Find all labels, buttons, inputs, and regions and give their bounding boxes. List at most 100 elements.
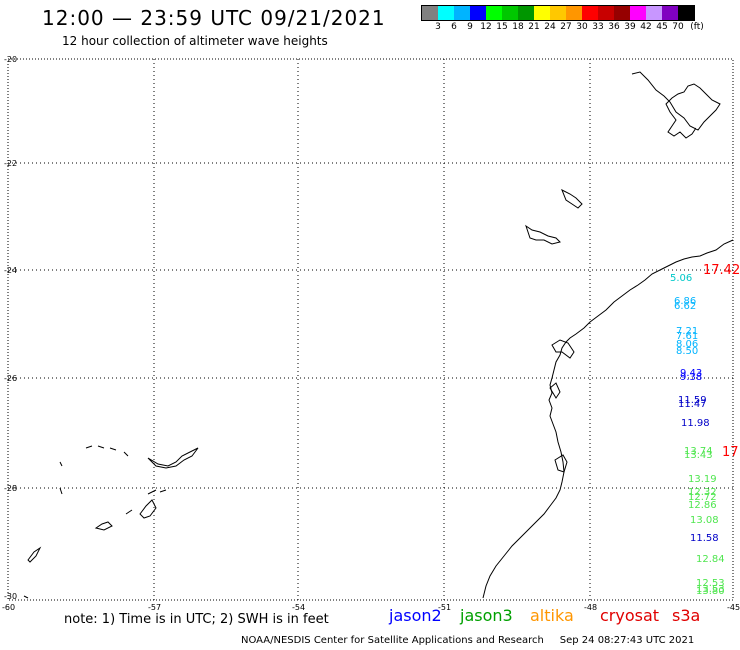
latitude-label: -22 (4, 159, 17, 168)
longitude-label: -60 (2, 603, 15, 612)
island (59, 461, 167, 531)
latitude-label: -24 (4, 266, 17, 275)
wave-height-reading: 17 (722, 445, 739, 460)
latitude-label: -28 (4, 484, 17, 493)
longitude-label: -45 (727, 603, 740, 612)
lagoon-outline (549, 382, 561, 399)
longitude-label: -57 (148, 603, 161, 612)
legend-swatch (438, 6, 454, 20)
wave-height-reading: 12.72 (688, 492, 717, 503)
wave-height-reading: 11.98 (681, 418, 710, 429)
wave-height-reading: 12.32 (688, 487, 717, 498)
wave-height-reading: 9.38 (680, 372, 702, 383)
legend-label: 39 (624, 22, 636, 32)
wave-height-reading: 13.08 (690, 515, 719, 526)
legend-label: 42 (640, 22, 652, 32)
wave-height-reading: 8.06 (676, 339, 698, 350)
legend-label: 18 (512, 22, 524, 32)
wave-height-reading: 12.84 (696, 554, 725, 565)
brazil-coast (482, 239, 734, 599)
legend-swatch (582, 6, 598, 20)
legend-swatch (630, 6, 646, 20)
legend-label: 3 (435, 22, 441, 32)
legend-swatches (421, 5, 695, 21)
wave-height-reading: 11.58 (690, 533, 719, 544)
legend-label: 36 (608, 22, 620, 32)
wave-height-reading: 13.80 (696, 586, 725, 597)
legend-swatch (646, 6, 662, 20)
legend-swatch (678, 6, 694, 20)
wave-height-reading: 13.53 (696, 584, 725, 595)
legend-label: 9 (467, 22, 473, 32)
longitude-label: -51 (438, 603, 451, 612)
axis-labels: -20 -22 -24 -26 -28 -30 -60 -57 -54 -51 -48 -45 (2, 55, 740, 612)
wave-height-reading: 13.43 (684, 450, 713, 461)
island (85, 445, 199, 469)
wave-height-reading: 13.19 (688, 474, 717, 485)
color-legend: 3 6 9 12 15 18 21 24 27 30 33 36 39 42 45 70 (ft) (421, 5, 729, 35)
latitude-label: -26 (4, 374, 17, 383)
satellite-label: jason2 (389, 606, 442, 625)
wave-height-reading: 5.06 (670, 273, 692, 284)
legend-swatch (470, 6, 486, 20)
legend-label: 15 (496, 22, 508, 32)
wave-height-reading: 7.61 (676, 331, 698, 342)
credit-text: NOAA/NESDIS Center for Satellite Applica… (241, 635, 544, 646)
legend-swatch (614, 6, 630, 20)
reservoir (525, 224, 561, 245)
legend-swatch (662, 6, 678, 20)
footer-note: note: 1) Time is in UTC; 2) SWH is in fe… (64, 612, 329, 627)
legend-swatch (550, 6, 566, 20)
legend-label: 12 (480, 22, 492, 32)
legend-unit: (ft) (690, 22, 704, 32)
satellite-label: cryosat (600, 606, 660, 625)
satellite-label: altika (530, 606, 574, 625)
legend-swatch (566, 6, 582, 20)
map-frame (7, 58, 734, 601)
legend-swatch (502, 6, 518, 20)
wave-height-reading: 9.43 (680, 368, 702, 379)
lagoon-outline (554, 454, 568, 473)
inland-lake (631, 71, 721, 139)
wave-height-reading: 13.74 (684, 446, 713, 457)
legend-label: 33 (592, 22, 604, 32)
wave-readings: 17.42 5.06 6.866.62 7.217.618.068.50 9.439.3… (670, 263, 740, 597)
legend-label: 27 (560, 22, 572, 32)
timestamp: Sep 24 08:27:43 UTC 2021 (559, 635, 695, 646)
legend-swatch (454, 6, 470, 20)
reservoir (561, 188, 583, 209)
legend-swatch (486, 6, 502, 20)
legend-swatch (598, 6, 614, 20)
legend-label: 45 (656, 22, 668, 32)
legend-swatch (422, 6, 438, 20)
coastline (23, 71, 734, 599)
legend-label: 30 (576, 22, 588, 32)
wave-height-reading: 6.86 (674, 296, 696, 307)
graticule (8, 59, 733, 600)
wave-height-reading: 11.47 (678, 399, 707, 410)
legend-label: 24 (544, 22, 556, 32)
satellite-label: s3a (672, 606, 701, 625)
legend-label: 6 (451, 22, 457, 32)
lagoon-outline (551, 339, 575, 359)
wave-height-reading: 7.21 (676, 326, 698, 337)
legend-label: 21 (528, 22, 540, 32)
longitude-label: -54 (292, 603, 305, 612)
legend-label: 70 (672, 22, 684, 32)
legend-swatch (534, 6, 550, 20)
wave-height-reading: 8.50 (676, 346, 698, 357)
island (23, 546, 42, 599)
credit-line: NOAA/NESDIS Center for Satellite Applica… (241, 635, 694, 646)
map-subtitle: 12 hour collection of altimeter wave hei… (62, 34, 328, 48)
latitude-label: -20 (4, 55, 17, 64)
longitude-label: -48 (584, 603, 597, 612)
wave-height-reading: 12.86 (688, 500, 717, 511)
wave-height-reading: 6.62 (674, 301, 696, 312)
map-title: 12:00 — 23:59 UTC 09/21/2021 (42, 6, 386, 30)
wave-height-reading: 12.53 (696, 578, 725, 589)
legend-swatch (518, 6, 534, 20)
satellite-label: jason3 (460, 606, 513, 625)
latitude-label: -30 (4, 592, 17, 601)
wave-height-reading: 17.42 (703, 263, 740, 278)
